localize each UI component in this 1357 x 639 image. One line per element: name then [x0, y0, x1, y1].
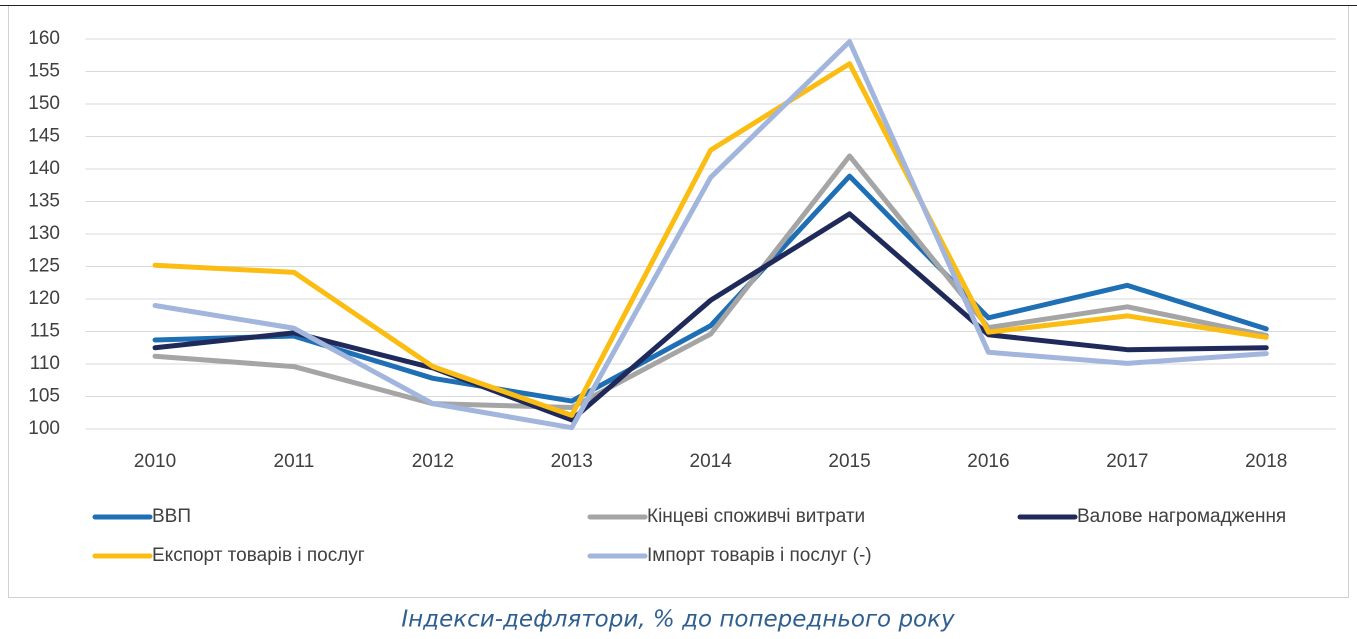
- series-line: [152, 211, 1269, 423]
- legend-label: ВВП: [152, 506, 191, 527]
- y-tick-label: 160: [28, 28, 60, 49]
- y-tick-label: 150: [28, 93, 60, 114]
- x-tick-label: 2017: [1106, 451, 1148, 472]
- x-tick-label: 2011: [274, 451, 315, 472]
- legend-label: Експорт товарів і послуг: [152, 545, 365, 566]
- y-tick-label: 130: [28, 223, 60, 244]
- series-line: [152, 61, 1269, 418]
- y-tick-label: 115: [30, 321, 60, 342]
- y-tick-label: 105: [28, 386, 60, 407]
- y-tick-label: 100: [28, 418, 60, 439]
- x-tick-label: 2013: [551, 451, 593, 472]
- x-tick-label: 2012: [412, 451, 454, 472]
- x-tick-label: 2015: [828, 451, 870, 472]
- y-tick-label: 140: [28, 158, 60, 179]
- y-tick-label: 120: [28, 288, 60, 309]
- legend-label: Кінцеві споживчі витрати: [647, 506, 865, 527]
- x-tick-label: 2010: [134, 451, 176, 472]
- series-line: [152, 173, 1269, 404]
- x-tick-label: 2016: [967, 451, 1009, 472]
- caption: Індекси-дефлятори, % до попереднього рок…: [401, 607, 955, 633]
- y-tick-label: 110: [30, 353, 60, 374]
- legend-label: Валове нагромадження: [1077, 506, 1286, 527]
- series-line: [152, 153, 1269, 411]
- series-line: [152, 39, 1269, 431]
- y-tick-label: 135: [28, 191, 60, 212]
- y-tick-label: 125: [28, 256, 60, 277]
- x-tick-label: 2014: [690, 451, 733, 472]
- x-tick-label: 2018: [1245, 451, 1287, 472]
- y-tick-label: 155: [28, 61, 60, 82]
- y-tick-label: 145: [28, 126, 60, 147]
- legend-label: Імпорт товарів і послуг (-): [647, 545, 872, 566]
